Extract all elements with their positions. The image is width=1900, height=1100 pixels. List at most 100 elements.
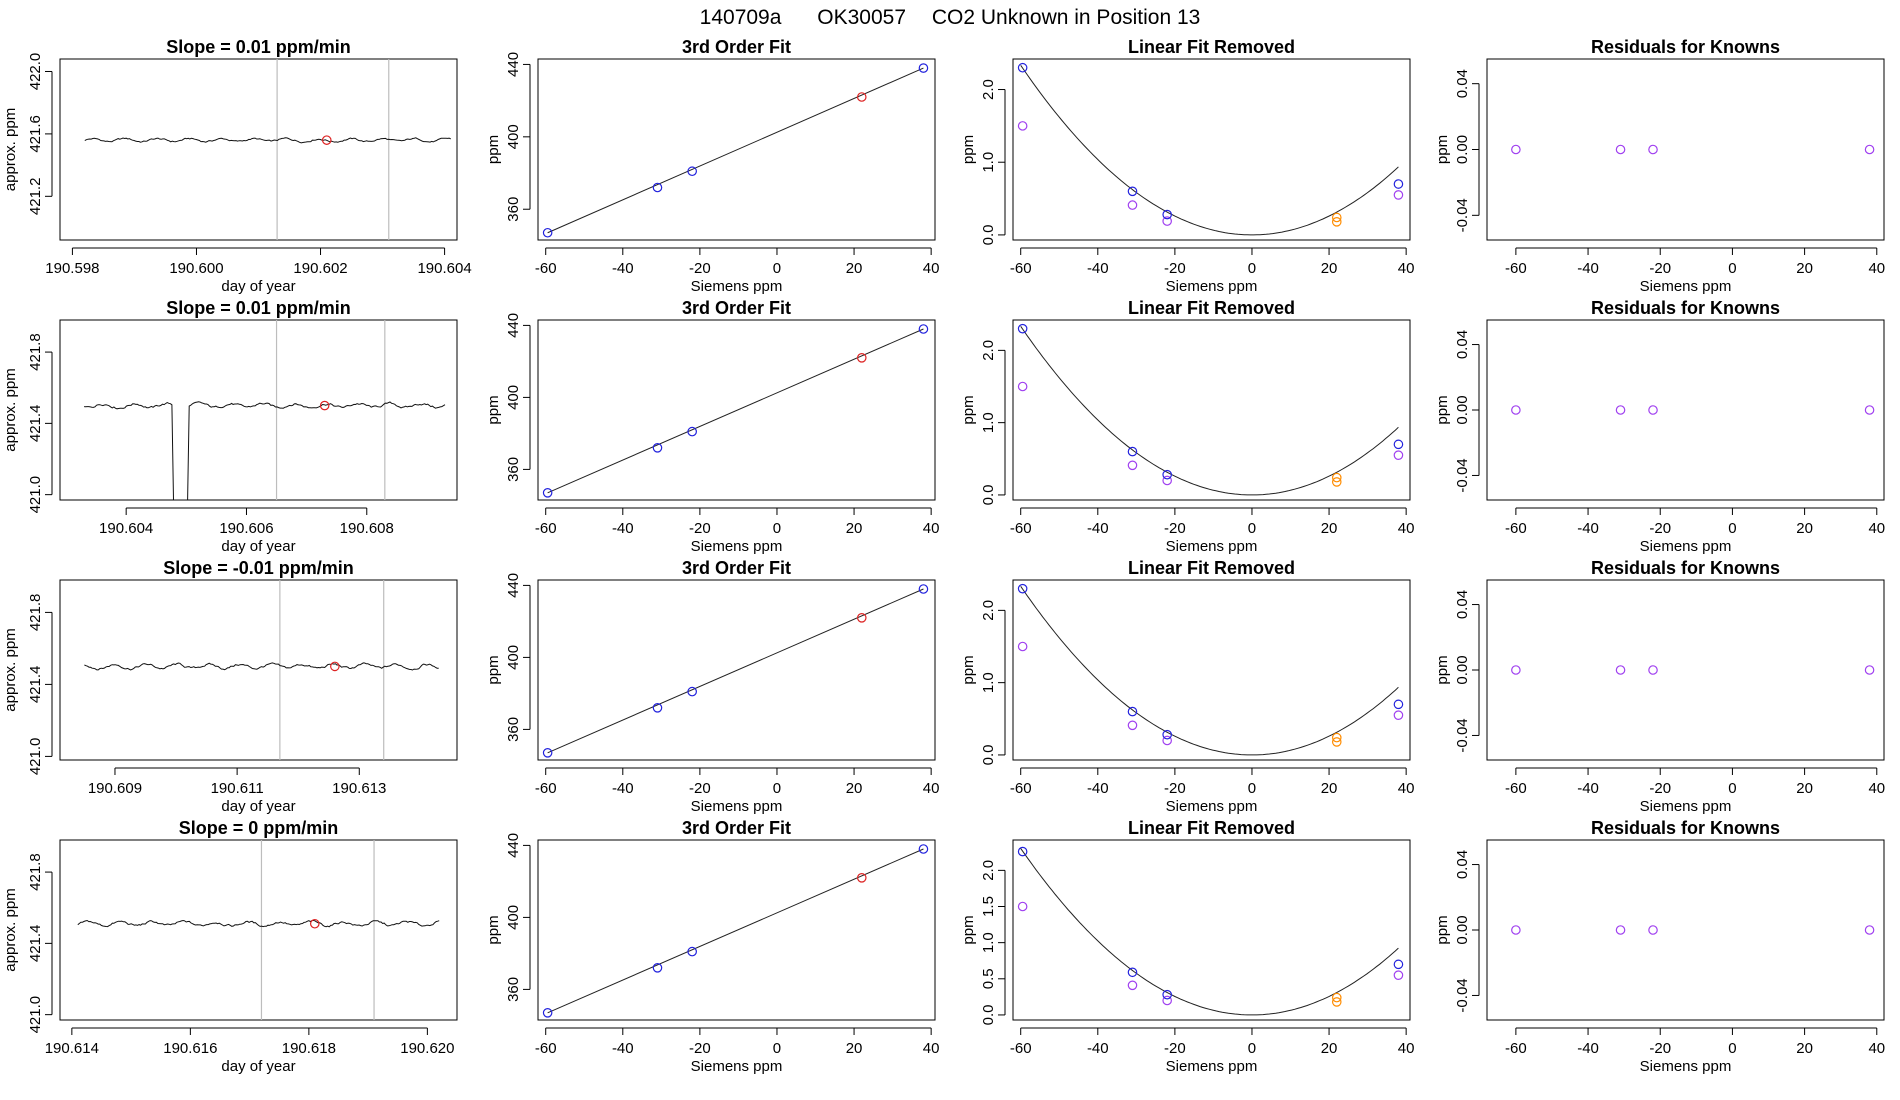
y-tick-label: 0.04 bbox=[1454, 590, 1471, 619]
x-tick-label: 190.602 bbox=[293, 260, 347, 277]
residual-point bbox=[1648, 665, 1658, 675]
title-description: CO2 Unknown in Position 13 bbox=[932, 6, 1200, 29]
y-axis-label: ppm bbox=[960, 655, 977, 684]
x-tick-label: -40 bbox=[1087, 260, 1109, 277]
plot-frame bbox=[1012, 319, 1411, 501]
y-tick-label: 2.0 bbox=[980, 600, 997, 621]
residual-point bbox=[1162, 475, 1172, 486]
x-tick-label: -60 bbox=[535, 260, 557, 277]
x-tick-label: 0 bbox=[1248, 520, 1256, 537]
panel-title: 3rd Order Fit bbox=[682, 298, 791, 318]
y-axis-label: ppm bbox=[960, 915, 977, 944]
x-tick-label: 40 bbox=[923, 260, 940, 277]
y-tick-label: 0.00 bbox=[1454, 395, 1471, 424]
plot-frame bbox=[537, 319, 936, 501]
x-tick-label: 20 bbox=[846, 520, 863, 537]
y-tick-label: 421.0 bbox=[27, 738, 44, 776]
co2-trace bbox=[77, 919, 440, 928]
x-tick-label: 20 bbox=[1796, 260, 1813, 277]
plot-area bbox=[77, 840, 440, 1020]
mean-marker bbox=[309, 918, 320, 929]
residual-point bbox=[1017, 121, 1028, 131]
mean-marker bbox=[319, 400, 330, 411]
y-tick-label: 360 bbox=[505, 197, 522, 222]
panel-residuals-r2: Residuals for Knowns -60 -40 -20 0 20 40 Siemen… bbox=[1434, 298, 1885, 555]
x-axis-label: Siemens ppm bbox=[691, 278, 783, 295]
y-tick-label: 440 bbox=[505, 313, 522, 338]
residual-point bbox=[1511, 665, 1521, 675]
y-tick-label: 400 bbox=[505, 385, 522, 410]
panel-linear-removed-r2: Linear Fit Removed -60 -40 -20 0 20 40 Siemens … bbox=[960, 298, 1414, 555]
plot-frame bbox=[59, 579, 458, 761]
y-axis-label: ppm bbox=[1434, 135, 1451, 164]
x-tick-label: 0 bbox=[773, 1040, 781, 1057]
x-tick-label: 190.618 bbox=[282, 1040, 336, 1057]
y-axis-label: ppm bbox=[485, 395, 502, 424]
y-tick-label: -0.04 bbox=[1454, 718, 1471, 752]
x-axis-label: day of year bbox=[221, 1058, 295, 1075]
y-tick-label: 400 bbox=[505, 905, 522, 930]
co2-trace bbox=[84, 401, 446, 500]
x-tick-label: -20 bbox=[689, 260, 711, 277]
standard-point bbox=[1127, 446, 1138, 457]
standard-point bbox=[918, 584, 929, 594]
fit-line bbox=[547, 848, 924, 1014]
x-tick-label: 0 bbox=[1248, 780, 1256, 797]
y-tick-label: 421.8 bbox=[27, 853, 44, 891]
panel-title: Linear Fit Removed bbox=[1128, 558, 1295, 578]
unknown-point bbox=[1331, 217, 1342, 227]
fit-curve bbox=[1020, 586, 1399, 756]
standard-point bbox=[1393, 179, 1404, 189]
plot-area bbox=[84, 580, 439, 760]
x-tick-label: 40 bbox=[1398, 1040, 1415, 1057]
x-tick-label: -40 bbox=[612, 1040, 634, 1057]
standard-point bbox=[1162, 989, 1172, 1000]
x-tick-label: 40 bbox=[1398, 260, 1415, 277]
residual-point bbox=[1864, 925, 1875, 935]
panel-residuals-r3: Residuals for Knowns -60 -40 -20 0 20 40 Siemen… bbox=[1434, 558, 1885, 815]
plot-frame bbox=[1486, 839, 1885, 1021]
x-tick-label: -40 bbox=[1577, 780, 1599, 797]
unknown-point bbox=[1331, 997, 1342, 1007]
x-tick-label: 190.620 bbox=[400, 1040, 454, 1057]
plot-frame bbox=[59, 839, 458, 1021]
y-tick-label: 1.5 bbox=[980, 896, 997, 917]
y-tick-label: 421.8 bbox=[27, 594, 44, 632]
residual-point bbox=[1127, 720, 1138, 731]
standard-point bbox=[687, 426, 697, 437]
plot-frame bbox=[1012, 839, 1411, 1021]
plot-area bbox=[542, 844, 929, 1018]
x-tick-label: 190.604 bbox=[99, 520, 153, 537]
residual-point bbox=[1615, 925, 1626, 935]
unknown-point bbox=[856, 352, 867, 363]
unknown-point bbox=[1331, 212, 1342, 223]
residual-point bbox=[1162, 216, 1172, 226]
y-tick-label: 0.0 bbox=[980, 745, 997, 766]
x-tick-label: 0 bbox=[1248, 260, 1256, 277]
plot-area bbox=[1017, 583, 1404, 756]
residual-point bbox=[1127, 460, 1138, 471]
mean-marker bbox=[330, 661, 340, 672]
x-axis-label: Siemens ppm bbox=[1640, 278, 1732, 295]
y-tick-label: 421.4 bbox=[27, 666, 44, 704]
plot-frame bbox=[537, 579, 936, 761]
residual-point bbox=[1615, 665, 1626, 675]
x-tick-label: 20 bbox=[1796, 780, 1813, 797]
standard-point bbox=[1127, 706, 1138, 717]
panel-fit-r4: 3rd Order Fit -60 -40 -20 0 20 40 Siemens ppm 36… bbox=[485, 818, 939, 1075]
panel-title: 3rd Order Fit bbox=[682, 818, 791, 838]
x-tick-label: 40 bbox=[923, 780, 940, 797]
y-tick-label: 1.0 bbox=[980, 412, 997, 433]
residual-point bbox=[1393, 190, 1404, 200]
y-axis-label: ppm bbox=[1434, 655, 1451, 684]
standard-point bbox=[1017, 583, 1028, 594]
plot-frame bbox=[1486, 319, 1885, 501]
x-tick-label: 20 bbox=[1321, 520, 1338, 537]
residual-point bbox=[1162, 735, 1172, 746]
x-tick-label: -20 bbox=[1649, 1040, 1671, 1057]
unknown-point bbox=[1331, 477, 1342, 487]
panel-residuals-r4: Residuals for Knowns -60 -40 -20 0 20 40 Siemen… bbox=[1434, 818, 1885, 1075]
residual-point bbox=[1864, 144, 1875, 155]
standard-point bbox=[652, 702, 663, 713]
